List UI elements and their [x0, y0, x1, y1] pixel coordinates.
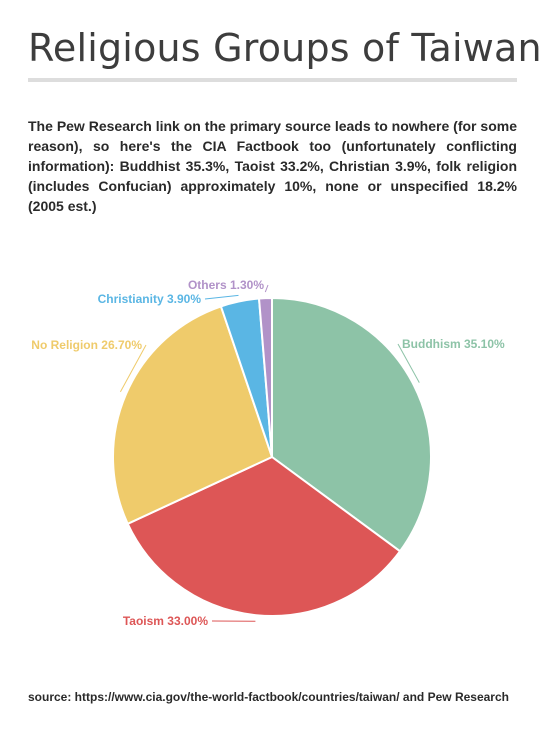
leader-line-buddhism [397, 343, 420, 383]
title-divider [28, 78, 517, 82]
slice-label-buddhism: Buddhism 35.10% [402, 337, 505, 351]
leader-line-no-religion [119, 344, 147, 393]
slice-label-no-religion: No Religion 26.70% [31, 338, 142, 352]
leader-line-others [264, 284, 269, 293]
page-title: Religious Groups of Taiwan [28, 26, 542, 70]
slice-label-others: Others 1.30% [188, 278, 264, 292]
pie-slice-buddhism [271, 296, 432, 553]
description-text: The Pew Research link on the primary sou… [28, 118, 517, 214]
slice-label-taoism: Taoism 33.00% [123, 614, 208, 628]
pie-slice-no-religion [112, 305, 274, 526]
source-note: source: https://www.cia.gov/the-world-fa… [28, 690, 509, 704]
pie-slice-others [257, 296, 273, 458]
pie-slice-taoism [126, 455, 402, 617]
pie-chart: Buddhism 35.10% Taoism 33.00% No Religion … [31, 278, 505, 628]
slice-label-christianity: Christianity 3.90% [98, 292, 202, 306]
leader-line-christianity [204, 294, 239, 300]
